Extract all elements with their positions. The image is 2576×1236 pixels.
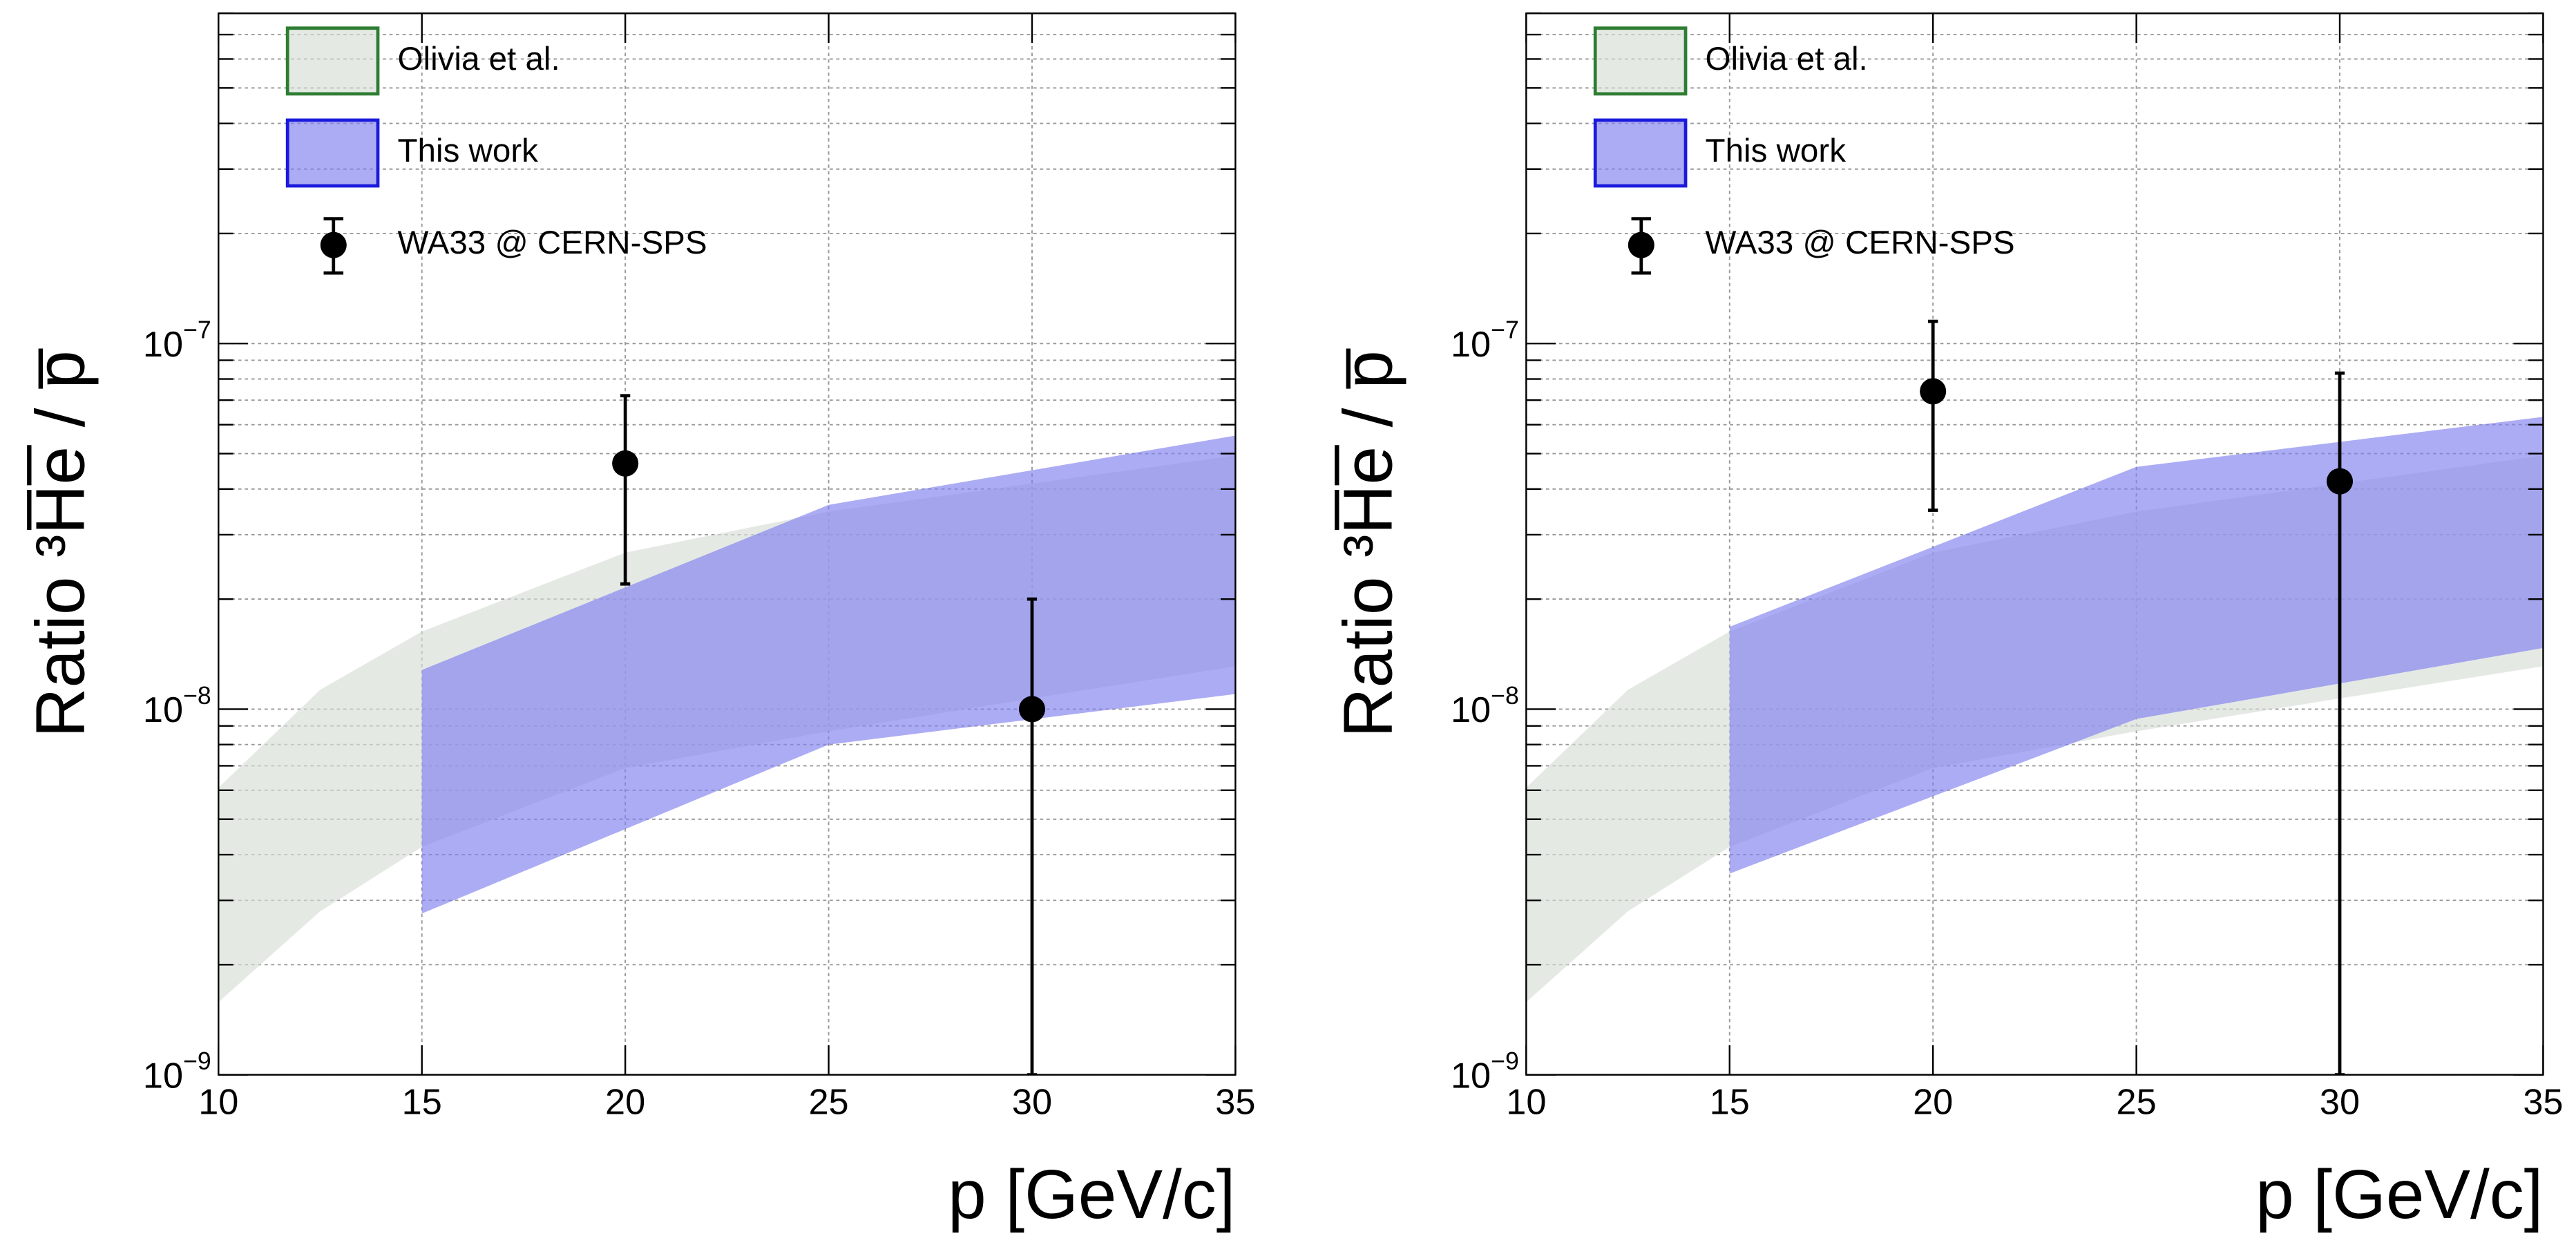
point [1018,696,1046,723]
legend-label: This work [1706,133,1847,169]
y-axis-title: Ratio ³H̅e̅ / p̅ [1330,348,1407,737]
point [612,450,639,477]
y-tick-base: 10 [1451,690,1491,730]
x-tick-label: 10 [1506,1082,1546,1122]
plot-area [1526,319,2544,1075]
legend-swatch [285,26,380,96]
y-tick-exponent: −9 [1491,1047,1519,1075]
legend-label: WA33 @ CERN-SPS [398,225,707,261]
legend-swatch [1593,118,1688,188]
frame [1525,12,2544,1076]
point [1920,378,1947,405]
y-tick-exponent: −8 [1491,682,1519,710]
legend-label: WA33 @ CERN-SPS [1706,225,2015,261]
x-tick-label: 25 [2117,1082,2157,1122]
y-tick-label: 10−9 [1451,1047,1519,1096]
legend-label: Olivia et al. [398,41,560,77]
x-tick-label: 10 [198,1082,238,1122]
x-tick-label: 30 [1012,1082,1052,1122]
x-tick-label: 20 [605,1082,645,1122]
band [421,435,1236,914]
y-tick-base: 10 [1451,1056,1491,1096]
y-tick-exponent: −8 [183,682,211,710]
point [2326,468,2354,495]
y-tick-exponent: −9 [183,1047,211,1075]
x-tick-label: 15 [402,1082,442,1122]
x-tick-label: 20 [1913,1082,1953,1122]
y-tick-label: 10−7 [143,316,211,365]
y-tick-label: 10−8 [1451,682,1519,730]
legend-point [320,231,347,258]
plot-area [218,394,1236,1075]
x-tick-label: 25 [808,1082,848,1122]
legend-label: This work [398,133,539,169]
y-tick-exponent: −7 [1491,316,1519,344]
legend-swatch [1593,26,1688,96]
y-tick-base: 10 [143,690,183,730]
legend-swatch [285,118,380,188]
y-tick-label: 10−9 [143,1047,211,1096]
x-tick-label: 35 [2523,1082,2563,1122]
y-tick-exponent: −7 [183,316,211,344]
y-tick-base: 10 [143,325,183,365]
legend-point [1628,231,1654,258]
x-axis-title: p [GeV/c] [2255,1157,2543,1233]
y-tick-label: 10−7 [1451,316,1519,365]
x-tick-label: 30 [2320,1082,2360,1122]
x-tick-label: 35 [1215,1082,1255,1122]
y-tick-base: 10 [143,1056,183,1096]
y-tick-label: 10−8 [143,682,211,730]
legend-label: Olivia et al. [1706,41,1868,77]
x-tick-label: 15 [1710,1082,1750,1122]
x-axis-title: p [GeV/c] [948,1157,1235,1233]
y-axis-title: Ratio ³H̅e̅ / p̅ [23,348,99,737]
y-tick-base: 10 [1451,325,1491,365]
frame [218,12,1237,1076]
